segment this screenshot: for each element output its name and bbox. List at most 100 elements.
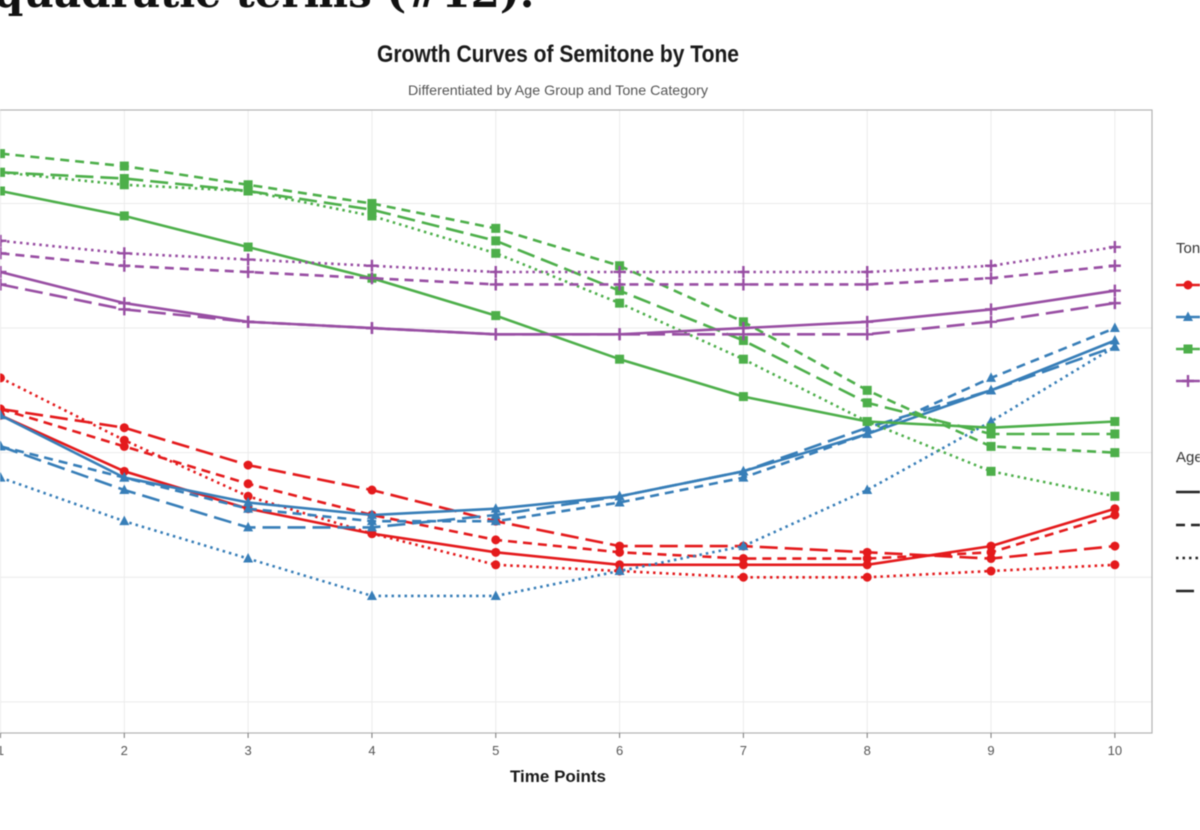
data-point-tone1-age2-t10 bbox=[1110, 510, 1120, 520]
data-point-tone2-age2-t3 bbox=[243, 503, 254, 513]
data-point-tone4-age4-t8 bbox=[861, 328, 874, 341]
data-point-tone2-age4-t6 bbox=[614, 490, 625, 501]
series-line-tone1-age2 bbox=[0, 407, 1116, 560]
data-point-tone4-age2-t10 bbox=[1108, 259, 1121, 272]
data-point-tone2-age2-t6 bbox=[614, 496, 625, 507]
legend-tone-key-marker-4 bbox=[1182, 375, 1194, 387]
data-point-tone1-age3-t5 bbox=[491, 560, 501, 570]
data-point-tone3-age3-t2 bbox=[119, 180, 129, 190]
data-point-tone2-age1-t5 bbox=[490, 503, 501, 513]
data-point-tone1-age3-t8 bbox=[862, 572, 872, 582]
data-point-tone3-age1-t6 bbox=[615, 354, 625, 364]
document-fragment-text: quadratic terms (#12). bbox=[0, 0, 534, 17]
legend-age-keys bbox=[1176, 490, 1200, 593]
data-point-tone1-age1-t5 bbox=[491, 547, 501, 557]
data-point-tone2-age2-t10 bbox=[1109, 322, 1120, 333]
legend-title-age: Age bbox=[1176, 449, 1200, 466]
data-point-tone3-age1-t2 bbox=[119, 211, 129, 221]
data-point-tone1-age1-t6 bbox=[615, 560, 625, 570]
data-point-tone2-age2-t2 bbox=[119, 472, 130, 482]
data-point-tone4-age1-t9 bbox=[985, 303, 998, 316]
data-point-tone2-age2-t8 bbox=[862, 428, 873, 438]
data-point-tone3-age4-t2 bbox=[119, 174, 129, 184]
data-point-tone1-age3-t3 bbox=[243, 491, 253, 501]
series-tone2-age3 bbox=[0, 341, 1120, 600]
data-point-tone3-age1-t9 bbox=[986, 423, 996, 433]
data-point-tone2-age3-t4 bbox=[366, 590, 377, 600]
data-point-tone2-age2-t5 bbox=[490, 515, 501, 526]
legend-title-tone: Ton bbox=[1176, 240, 1200, 257]
data-point-tone3-age4-t5 bbox=[491, 236, 501, 246]
data-point-tone4-age2-t5 bbox=[489, 278, 502, 291]
data-point-tone1-age2-t6 bbox=[615, 547, 625, 557]
data-point-tone4-age2-t7 bbox=[737, 278, 750, 291]
data-point-tone2-age1-t3 bbox=[243, 496, 254, 507]
data-point-tone2-age2-t7 bbox=[738, 472, 749, 482]
series-tone4-age1 bbox=[0, 265, 1121, 341]
data-point-tone3-age2-t4 bbox=[367, 198, 377, 208]
data-point-tone3-age3-t4 bbox=[367, 211, 377, 221]
data-point-tone3-age4-t7 bbox=[738, 336, 748, 346]
data-point-tone1-age4-t2 bbox=[119, 423, 129, 433]
x-tick-label-1: 1 bbox=[0, 743, 4, 758]
data-point-tone2-age3-t1 bbox=[0, 472, 6, 482]
x-tick-label-7: 7 bbox=[740, 743, 747, 758]
data-point-tone1-age3-t2 bbox=[119, 435, 129, 445]
data-point-tone3-age1-t7 bbox=[738, 392, 748, 402]
data-point-tone3-age4-t4 bbox=[367, 205, 377, 215]
data-point-tone2-age2-t9 bbox=[986, 372, 997, 382]
data-point-tone3-age4-t3 bbox=[243, 186, 253, 196]
data-point-tone4-age4-t5 bbox=[489, 328, 502, 341]
data-point-tone1-age2-t9 bbox=[986, 547, 996, 557]
series-tone4-age3 bbox=[0, 234, 1121, 278]
series-line-tone3-age1 bbox=[0, 189, 1115, 430]
series-line-tone1-age1 bbox=[0, 414, 1116, 567]
data-point-tone3-age2-t9 bbox=[986, 441, 996, 451]
x-tick-label-5: 5 bbox=[492, 743, 499, 758]
data-point-tone4-age2-t3 bbox=[242, 265, 255, 278]
data-point-tone3-age1-t5 bbox=[491, 311, 501, 321]
data-point-tone1-age4-t9 bbox=[986, 554, 996, 564]
data-point-tone3-age2-t1 bbox=[0, 149, 5, 159]
series-line-tone3-age4 bbox=[0, 171, 1115, 436]
data-point-tone3-age4-t1 bbox=[0, 167, 5, 177]
data-point-tone2-age4-t8 bbox=[862, 422, 873, 432]
data-point-tone1-age2-t2 bbox=[119, 441, 129, 451]
series-line-tone1-age3 bbox=[0, 376, 1115, 579]
series-line-tone3-age2 bbox=[0, 152, 1115, 454]
x-tick-label-10: 10 bbox=[1108, 743, 1122, 758]
data-point-tone1-age1-t8 bbox=[862, 560, 872, 570]
data-point-tone1-age1-t10 bbox=[1110, 504, 1120, 514]
data-point-tone4-age4-t10 bbox=[1108, 297, 1121, 310]
series-line-tone4-age3 bbox=[0, 239, 1116, 274]
data-point-tone4-age3-t10 bbox=[1108, 241, 1121, 254]
data-point-tone3-age3-t9 bbox=[986, 466, 996, 476]
data-point-tone1-age1-t2 bbox=[119, 466, 129, 476]
legend-tone-key-marker-3 bbox=[1183, 344, 1193, 354]
series-line-tone1-age4 bbox=[0, 407, 1116, 560]
data-point-tone2-age4-t2 bbox=[119, 484, 130, 495]
data-point-tone1-age2-t7 bbox=[738, 554, 748, 564]
data-point-tone3-age2-t5 bbox=[491, 223, 501, 233]
data-point-tone4-age4-t2 bbox=[118, 303, 131, 316]
plot-panel bbox=[0, 109, 1153, 734]
data-point-tone1-age3-t10 bbox=[1110, 560, 1120, 570]
data-point-tone4-age2-t8 bbox=[861, 278, 874, 291]
data-point-tone3-age3-t7 bbox=[738, 354, 748, 364]
data-point-tone4-age3-t7 bbox=[737, 265, 750, 278]
data-point-tone2-age3-t8 bbox=[862, 484, 873, 495]
data-point-tone1-age2-t8 bbox=[862, 554, 872, 564]
series-tone4-age2 bbox=[0, 247, 1121, 291]
data-point-tone4-age4-t6 bbox=[613, 328, 626, 341]
data-point-tone1-age4-t8 bbox=[862, 547, 872, 557]
data-point-tone3-age3-t8 bbox=[862, 417, 872, 426]
data-point-tone1-age4-t10 bbox=[1110, 541, 1120, 551]
data-point-tone3-age4-t8 bbox=[862, 398, 872, 408]
data-point-tone2-age4-t1 bbox=[0, 440, 6, 451]
data-point-tone3-age3-t5 bbox=[491, 248, 501, 258]
data-point-tone3-age2-t7 bbox=[738, 317, 748, 327]
x-axis-label: Time Points bbox=[510, 767, 606, 786]
series-tone3-age2 bbox=[0, 149, 1120, 458]
data-point-tone4-age2-t4 bbox=[365, 272, 378, 285]
